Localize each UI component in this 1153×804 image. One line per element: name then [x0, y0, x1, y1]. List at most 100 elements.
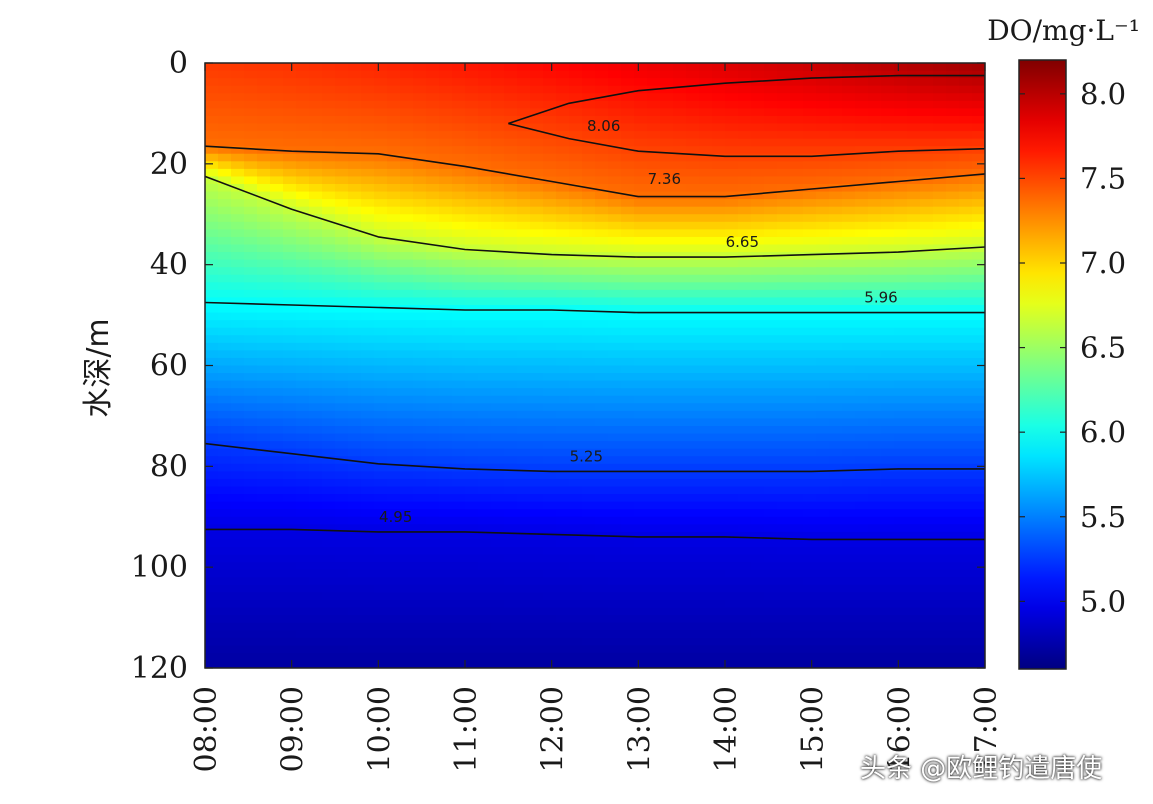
heatmap-cell	[504, 373, 518, 382]
heatmap-cell	[231, 350, 245, 359]
x-tick-label: 14:00	[709, 686, 744, 772]
heatmap-cell	[465, 70, 479, 79]
heatmap-cell	[309, 645, 323, 654]
heatmap-cell	[231, 305, 245, 314]
heatmap-cell	[452, 78, 466, 87]
heatmap-cell	[777, 289, 791, 299]
heatmap-cell	[244, 93, 258, 102]
heatmap-cell	[647, 441, 661, 450]
heatmap-cell	[738, 615, 752, 624]
heatmap-cell	[972, 577, 985, 586]
heatmap-cell	[231, 660, 245, 668]
heatmap-cell	[803, 630, 817, 639]
heatmap-cell	[686, 471, 700, 480]
heatmap-cell	[764, 592, 778, 601]
heatmap-cell	[920, 115, 934, 125]
heatmap-cell	[283, 297, 297, 306]
heatmap-cell	[881, 63, 895, 72]
heatmap-cell	[491, 426, 505, 435]
heatmap-cell	[517, 365, 531, 374]
heatmap-cell	[491, 410, 505, 420]
heatmap-cell	[751, 342, 765, 351]
heatmap-cell	[413, 547, 427, 556]
heatmap-cell	[309, 176, 323, 185]
heatmap-cell	[959, 100, 973, 109]
heatmap-cell	[517, 335, 531, 344]
heatmap-cell	[478, 403, 492, 412]
heatmap-cell	[439, 562, 453, 571]
heatmap-cell	[218, 153, 232, 162]
heatmap-cell	[218, 85, 232, 94]
heatmap-cell	[517, 516, 531, 525]
heatmap-cell	[920, 70, 934, 79]
heatmap-cell	[322, 146, 336, 155]
heatmap-cell	[244, 395, 258, 404]
heatmap-cell	[218, 320, 232, 329]
heatmap-cell	[283, 456, 297, 465]
heatmap-cell	[608, 403, 622, 412]
heatmap-cell	[543, 615, 557, 624]
heatmap-cell	[335, 599, 349, 609]
heatmap-cell	[608, 577, 622, 586]
heatmap-cell	[777, 357, 791, 367]
heatmap-cell	[270, 131, 284, 140]
heatmap-cell	[491, 184, 505, 193]
heatmap-cell	[348, 577, 362, 586]
heatmap-cell	[933, 486, 947, 495]
heatmap-cell	[647, 267, 661, 276]
heatmap-cell	[478, 282, 492, 291]
heatmap-cell	[543, 456, 557, 465]
heatmap-cell	[413, 562, 427, 571]
heatmap-cell	[348, 471, 362, 480]
heatmap-cell	[816, 501, 830, 510]
heatmap-cell	[504, 100, 518, 109]
heatmap-cell	[270, 312, 284, 321]
heatmap-cell	[868, 433, 882, 442]
heatmap-cell	[868, 289, 882, 299]
heatmap-cell	[621, 327, 635, 336]
heatmap-cell	[374, 395, 388, 404]
heatmap-cell	[400, 320, 414, 329]
heatmap-cell	[790, 441, 804, 450]
heatmap-cell	[205, 547, 219, 556]
heatmap-cell	[582, 350, 596, 359]
heatmap-cell	[569, 645, 583, 654]
heatmap-cell	[634, 168, 648, 178]
heatmap-cell	[842, 516, 856, 525]
heatmap-cell	[517, 115, 531, 125]
heatmap-cell	[946, 577, 960, 586]
heatmap-cell	[218, 305, 232, 314]
heatmap-cell	[946, 252, 960, 261]
heatmap-cell	[725, 350, 739, 359]
heatmap-cell	[790, 615, 804, 624]
heatmap-cell	[634, 539, 648, 548]
heatmap-cell	[374, 297, 388, 306]
heatmap-cell	[478, 320, 492, 329]
heatmap-cell	[283, 108, 297, 117]
heatmap-cell	[855, 267, 869, 276]
heatmap-cell	[686, 426, 700, 435]
heatmap-cell	[400, 350, 414, 359]
heatmap-cell	[569, 342, 583, 351]
heatmap-cell	[465, 161, 479, 170]
heatmap-cell	[465, 115, 479, 125]
heatmap-cell	[816, 531, 830, 541]
heatmap-cell	[270, 478, 284, 488]
heatmap-cell	[530, 327, 544, 336]
heatmap-cell	[816, 622, 830, 631]
heatmap-cell	[244, 297, 258, 306]
heatmap-cell	[803, 259, 817, 268]
heatmap-cell	[751, 161, 765, 170]
heatmap-cell	[959, 577, 973, 586]
heatmap-cell	[569, 357, 583, 367]
heatmap-cell	[608, 637, 622, 646]
heatmap-cell	[881, 637, 895, 646]
heatmap-cell	[816, 206, 830, 215]
heatmap-cell	[348, 161, 362, 170]
heatmap-cell	[777, 501, 791, 510]
heatmap-cell	[530, 615, 544, 624]
heatmap-cell	[660, 584, 674, 593]
heatmap-cell	[569, 236, 583, 246]
heatmap-cell	[465, 93, 479, 102]
heatmap-cell	[751, 78, 765, 87]
